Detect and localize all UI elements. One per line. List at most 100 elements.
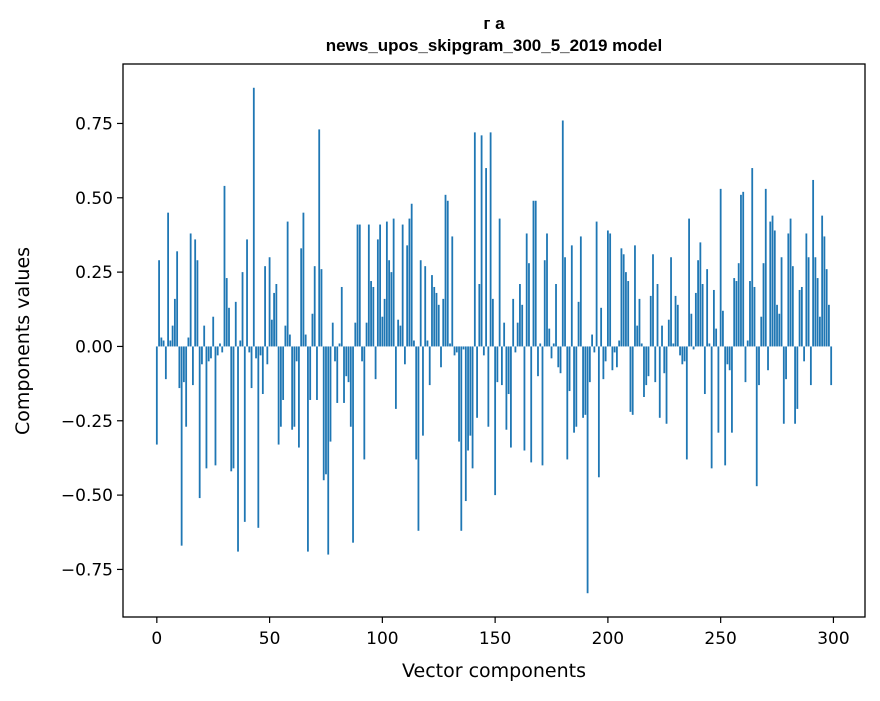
bar-15	[189, 233, 192, 347]
bar-231	[676, 304, 679, 347]
bar-235	[685, 346, 688, 460]
bar-0	[155, 346, 158, 445]
bar-296	[823, 236, 826, 347]
bar-276	[778, 313, 781, 347]
y-tick-label: −0.25	[61, 412, 113, 432]
bar-184	[570, 245, 573, 347]
bar-220	[652, 254, 654, 347]
bar-210	[629, 346, 632, 412]
bar-283	[794, 346, 796, 424]
bar-259	[740, 194, 742, 347]
bar-281	[789, 218, 792, 347]
bar-17	[194, 239, 197, 347]
bar-253	[726, 346, 729, 365]
bar-162	[521, 304, 524, 347]
bar-64	[300, 248, 303, 347]
bar-216	[643, 346, 645, 397]
bar-240	[697, 260, 699, 347]
bar-83	[343, 346, 345, 403]
bar-4	[164, 346, 167, 380]
bar-116	[417, 346, 420, 531]
bar-273	[771, 215, 774, 347]
bar-262	[746, 340, 749, 347]
bar-129	[446, 200, 449, 347]
bar-279	[785, 346, 787, 380]
bar-294	[818, 316, 821, 347]
bar-21	[203, 325, 206, 347]
bar-9	[176, 251, 179, 347]
bar-144	[480, 135, 483, 347]
bar-30	[223, 185, 226, 347]
bar-138	[467, 346, 469, 451]
bar-282	[791, 266, 794, 347]
bar-10	[178, 346, 181, 389]
bar-104	[390, 272, 393, 347]
bar-230	[674, 295, 677, 347]
bar-203	[613, 346, 616, 353]
bars-group	[155, 87, 833, 594]
bar-190	[584, 346, 587, 415]
bar-278	[782, 346, 785, 424]
bar-26	[214, 346, 217, 466]
bar-74	[322, 346, 325, 481]
bar-23	[207, 346, 210, 362]
bar-20	[201, 346, 203, 365]
bar-95	[370, 281, 372, 347]
bar-47	[261, 346, 264, 395]
bar-103	[388, 260, 391, 347]
bar-88	[354, 322, 357, 347]
bar-56	[282, 346, 285, 400]
bar-42	[250, 346, 253, 389]
x-tick-label: 250	[704, 629, 736, 649]
bar-111	[406, 245, 409, 347]
bar-130	[449, 343, 451, 347]
bar-287	[803, 346, 805, 362]
bar-145	[482, 346, 485, 356]
bar-291	[812, 179, 815, 347]
bar-159	[514, 346, 517, 353]
bar-274	[773, 230, 776, 347]
bar-106	[394, 346, 397, 409]
bar-197	[600, 307, 603, 347]
bar-153	[500, 346, 503, 386]
bar-108	[399, 325, 402, 347]
bar-66	[304, 334, 307, 347]
bar-237	[690, 313, 693, 347]
bar-59	[288, 334, 291, 347]
bar-84	[345, 346, 348, 377]
bar-292	[814, 257, 817, 347]
bar-221	[654, 346, 657, 383]
bar-87	[352, 346, 354, 543]
bar-29	[221, 346, 224, 353]
bar-299	[830, 346, 833, 386]
bar-239	[694, 292, 697, 347]
bar-191	[586, 346, 589, 594]
y-tick-label: 0.25	[75, 263, 113, 283]
bar-92	[363, 346, 366, 460]
bar-36	[237, 346, 239, 552]
bar-71	[316, 346, 318, 400]
x-tick-label: 50	[259, 629, 281, 649]
bar-217	[645, 346, 648, 386]
bar-150	[494, 346, 497, 496]
bar-6	[169, 340, 172, 347]
bar-46	[259, 346, 262, 356]
bar-44	[255, 346, 257, 359]
bar-5	[167, 212, 169, 347]
bar-132	[453, 346, 456, 356]
bar-151	[496, 346, 499, 383]
bar-284	[796, 346, 799, 409]
bar-270	[764, 188, 767, 347]
bar-14	[187, 337, 190, 347]
bar-258	[737, 263, 740, 347]
bar-177	[555, 284, 557, 347]
bar-260	[742, 191, 745, 347]
bar-27	[216, 346, 219, 356]
bar-211	[631, 346, 634, 415]
bar-22	[205, 346, 208, 469]
bar-24	[210, 346, 212, 359]
bar-236	[688, 218, 690, 347]
bar-79	[334, 346, 336, 362]
bar-185	[573, 346, 575, 433]
bar-271	[767, 346, 769, 371]
